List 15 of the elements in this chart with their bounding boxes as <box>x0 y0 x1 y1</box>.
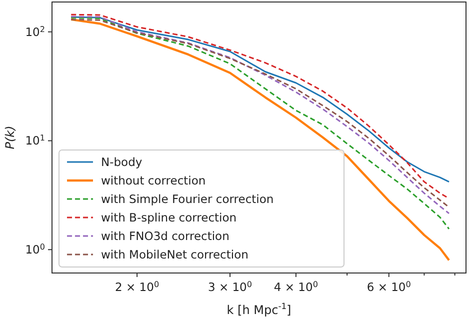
y-axis-title: P(k) <box>3 126 17 150</box>
x-tick-label: 3 × 10$^{0}$ <box>208 280 252 294</box>
x-tick-label: 2 × 10$^{0}$ <box>115 280 160 294</box>
x-axis-title: k [h Mpc$^{-1}$] <box>226 301 292 317</box>
y-tick-label: 10$^{1}$ <box>25 133 45 148</box>
x-tick-label: 4 × 10$^{0}$ <box>274 280 318 294</box>
y-tick-label: 10$^{2}$ <box>25 24 45 39</box>
x-tick-label: 6 × 10$^{0}$ <box>366 280 411 294</box>
y-tick-label: 10$^{0}$ <box>25 242 45 257</box>
legend-label: with Simple Fourier correction <box>101 192 274 206</box>
legend-label: with B-spline correction <box>101 210 237 224</box>
legend-label: with FNO3d correction <box>101 229 230 243</box>
legend-label: with MobileNet correction <box>101 248 248 262</box>
legend-label: without correction <box>101 174 206 188</box>
legend-label: N-body <box>101 155 142 169</box>
